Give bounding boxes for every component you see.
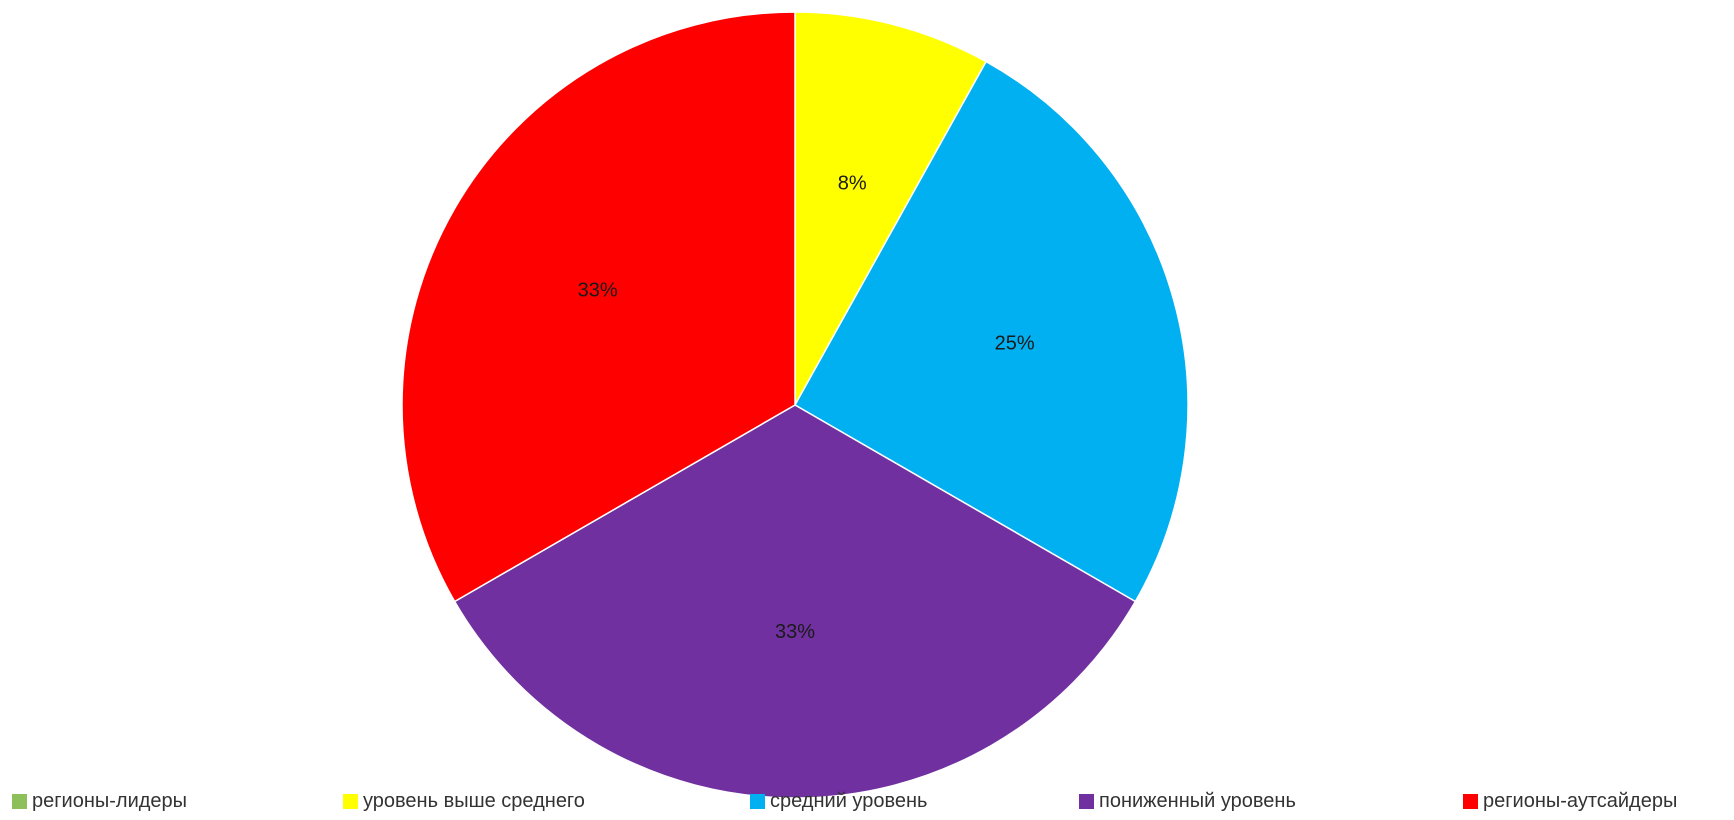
legend-swatch-leaders bbox=[12, 793, 27, 809]
legend-item-average: средний уровень bbox=[750, 786, 927, 816]
legend-swatch-outsiders bbox=[1463, 793, 1478, 809]
legend-label-average: средний уровень bbox=[770, 789, 928, 812]
pie-slice-outsiders bbox=[401, 11, 796, 603]
chart-legend: регионы-лидеры уровень выше среднего сре… bbox=[0, 786, 1734, 816]
pie-slice-above-average bbox=[794, 11, 988, 408]
pie-slice-average bbox=[793, 60, 1189, 603]
data-label-average: 25% bbox=[995, 333, 1035, 355]
legend-item-leaders: регионы-лидеры bbox=[12, 786, 187, 816]
legend-label-leaders: регионы-лидеры bbox=[32, 789, 188, 812]
legend-item-above-average: уровень выше среднего bbox=[343, 786, 585, 816]
data-label-above-average: 8% bbox=[838, 173, 867, 195]
legend-label-above-average: уровень выше среднего bbox=[363, 789, 585, 812]
legend-swatch-below-average bbox=[1079, 793, 1094, 809]
legend-swatch-above-average bbox=[343, 793, 358, 809]
data-label-below-average: 33% bbox=[775, 621, 815, 643]
legend-item-below-average: пониженный уровень bbox=[1079, 786, 1296, 816]
legend-item-outsiders: регионы-аутсайдеры bbox=[1463, 786, 1677, 816]
legend-swatch-average bbox=[750, 793, 765, 809]
legend-label-below-average: пониженный уровень bbox=[1099, 789, 1296, 812]
data-label-outsiders: 33% bbox=[578, 279, 618, 301]
legend-label-outsiders: регионы-аутсайдеры bbox=[1483, 789, 1678, 812]
